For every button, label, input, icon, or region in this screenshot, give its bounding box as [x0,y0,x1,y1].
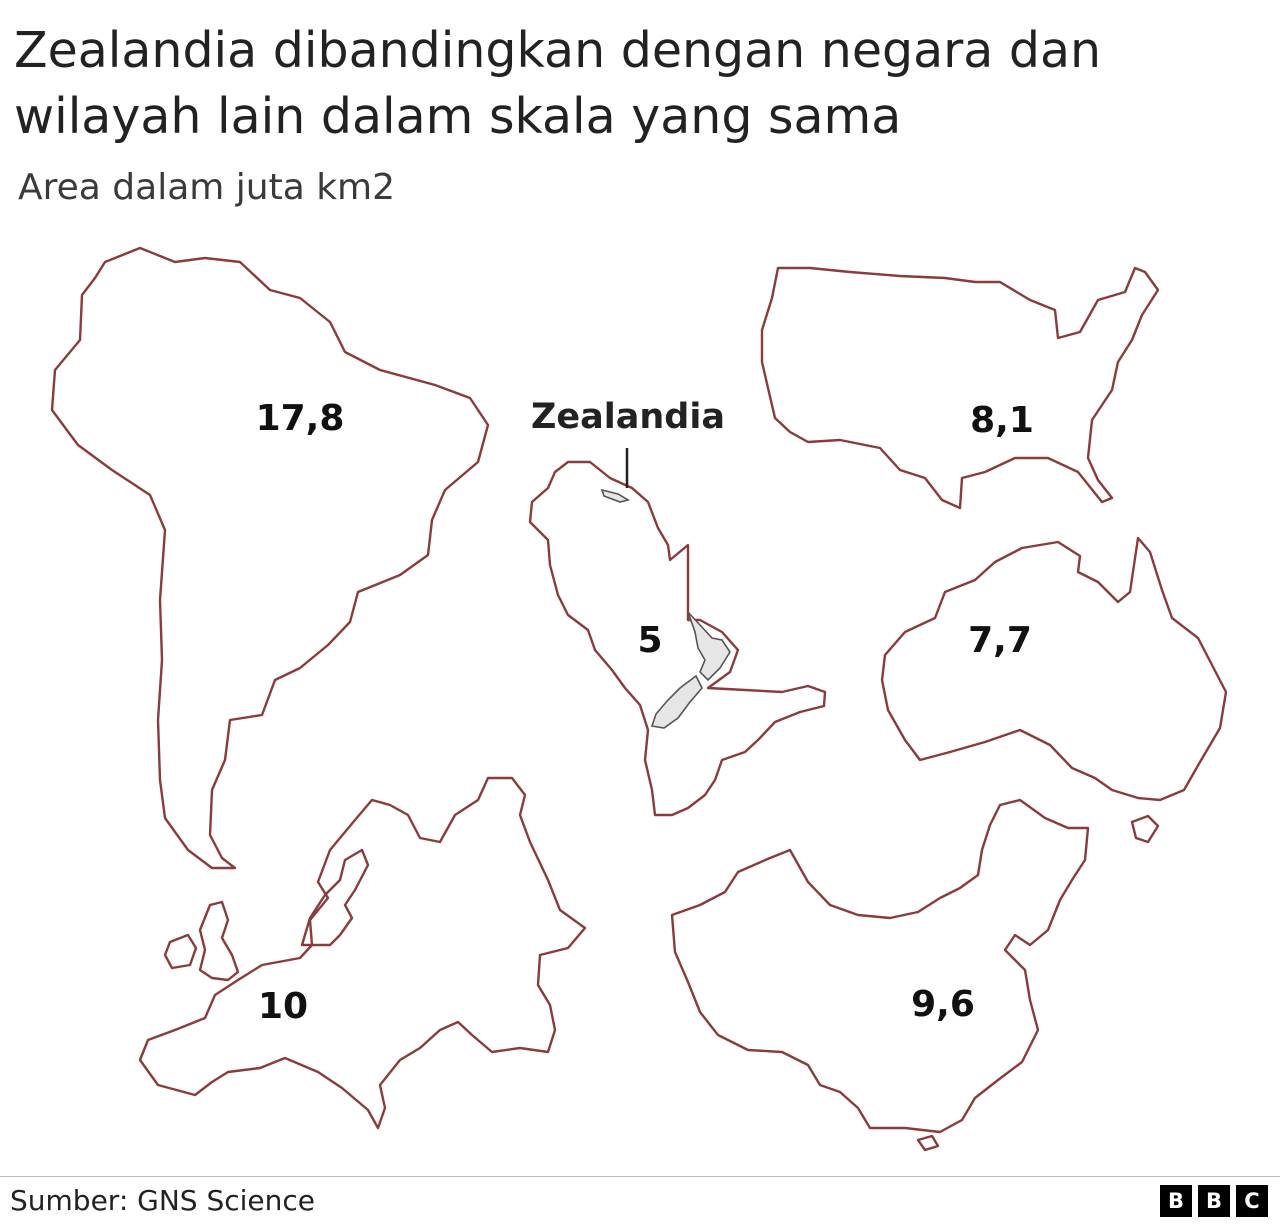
area-value-europe: 10 [258,986,308,1027]
bbc-logo-letter-b2: B [1198,1185,1230,1217]
new-zealand-north-island [687,611,731,682]
new-zealand-south-island [650,674,703,729]
source-note: Sumber: GNS Science [10,1184,316,1217]
zealandia-outline [528,460,827,817]
ireland-outline [163,933,198,970]
great-britain-outline [198,900,240,982]
australia-outline [880,536,1228,802]
area-value-china: 9,6 [911,984,975,1025]
area-value-australia: 7,7 [968,620,1032,661]
tasmania-outline [1130,814,1160,844]
area-value-zealandia: 5 [637,620,662,661]
bbc-logo-letter-b1: B [1160,1185,1192,1217]
scandinavia-outline [300,848,370,947]
chart-subtitle: Area dalam juta km2 [18,167,396,208]
chart-title: Zealandia dibandingkan dengan negara dan… [14,22,1102,145]
bbc-logo-letter-c: C [1236,1185,1268,1217]
new-caledonia [600,488,631,503]
hainan-outline [916,1134,940,1152]
usa-outline [760,266,1160,510]
china-outline [670,798,1090,1134]
zealandia-label: Zealandia [531,397,725,437]
bbc-logo: B B C [1160,1185,1268,1217]
europe-outline [138,776,587,1130]
area-value-usa: 8,1 [970,400,1034,441]
comparison-map: 17,8 5 8,1 7,7 10 9,6 Zealandia [50,246,1228,1152]
south-america-outline [50,246,490,870]
area-value-south-america: 17,8 [256,398,345,439]
footer-divider [0,1176,1280,1177]
